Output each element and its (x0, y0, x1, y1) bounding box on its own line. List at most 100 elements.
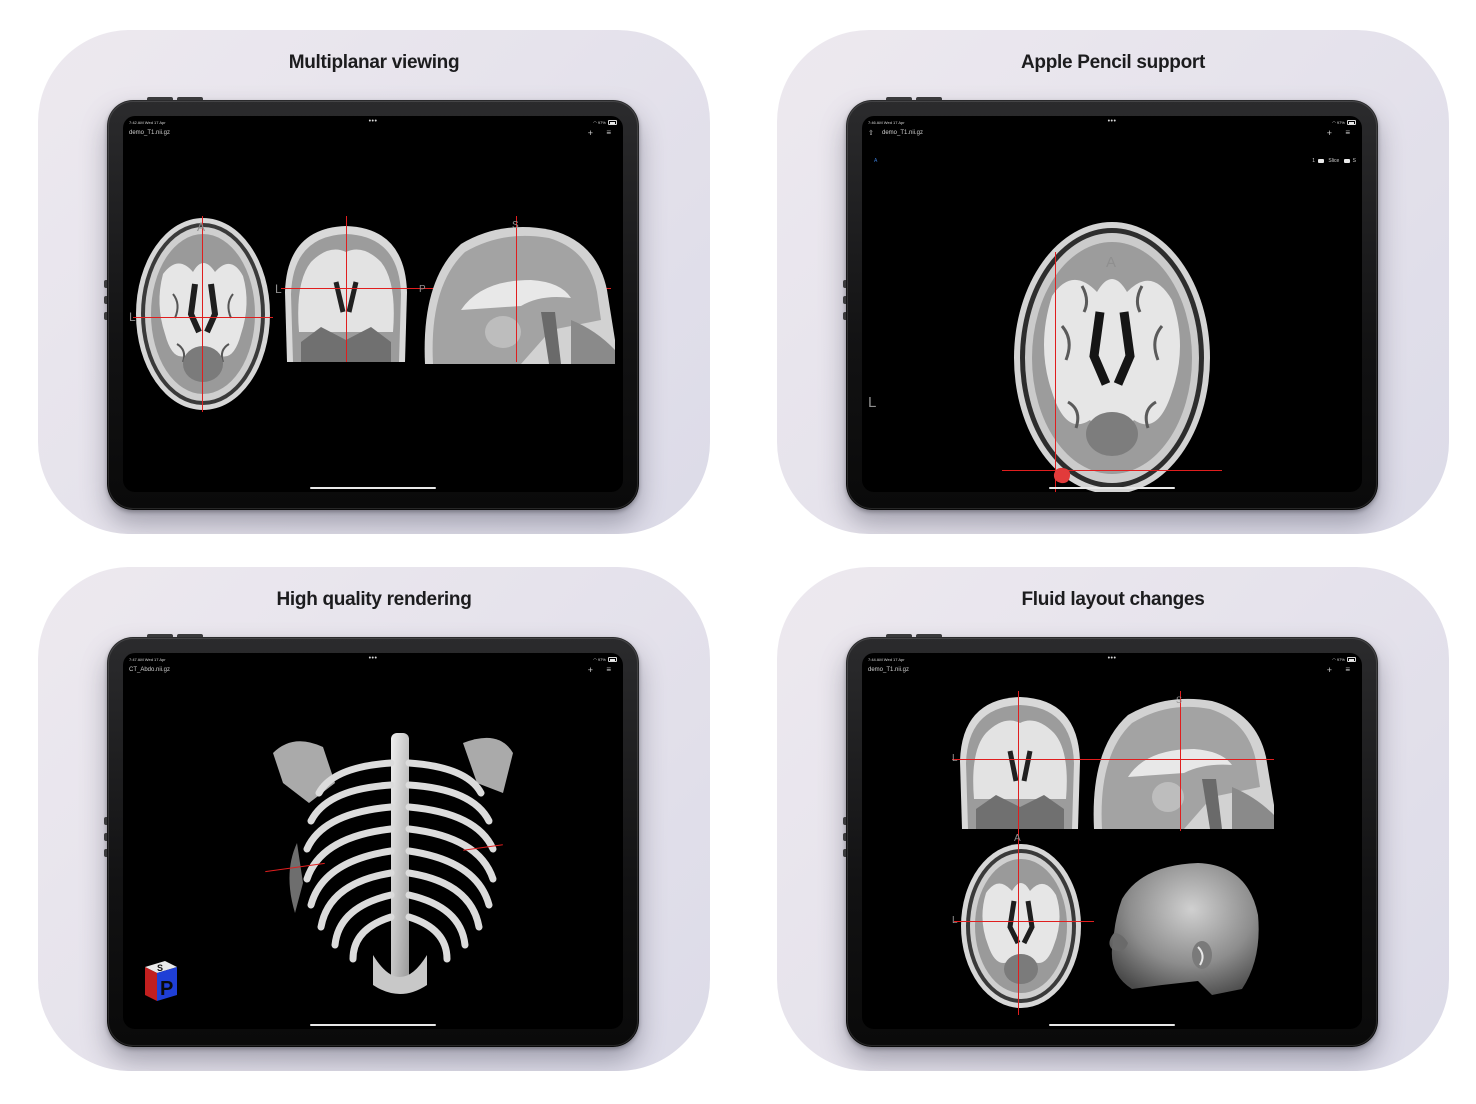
menu-icon[interactable]: ≡ (606, 665, 611, 674)
file-name: demo_T1.nii.gz (882, 130, 924, 136)
orientation-cube-icon[interactable]: S P (135, 959, 181, 1005)
menu-icon[interactable]: ≡ (1345, 665, 1350, 674)
card-apple-pencil-support: Apple Pencil support 7:46 AM Wed 17 Apr … (777, 30, 1449, 534)
battery-icon (608, 120, 617, 126)
axial-view-large[interactable] (1012, 216, 1212, 492)
coronal-label-l: L (952, 753, 958, 764)
viewer-navbar: demo_T1.nii.gz + ≡ (129, 128, 613, 140)
crosshair-vertical (1055, 252, 1056, 492)
axial-crosshair-h (133, 317, 273, 318)
axial-label-a: A (197, 220, 206, 234)
axial-label-a: A (1014, 833, 1021, 844)
status-right: ◠ 97% (1332, 120, 1356, 126)
coronal-crosshair-v (346, 216, 347, 362)
status-time: 7:42 AM Wed 17 Apr (129, 120, 166, 125)
ipad-device: 7:46 AM Wed 17 Apr ••• ◠ 97% ⇧ demo_T1.n… (843, 97, 1378, 510)
ipad-screen: 7:42 AM Wed 17 Apr ••• ◠ 97% demo_T1.nii… (123, 116, 623, 492)
sagittal-label-s: S (512, 220, 519, 231)
status-bar: 7:42 AM Wed 17 Apr ••• ◠ 97% (129, 118, 617, 126)
menu-icon[interactable]: ≡ (606, 128, 611, 137)
cube-label-s: S (157, 963, 163, 973)
ipad-device: 7:47 AM Wed 17 Apr ••• ◠ 97% CT_Abdo.nii… (104, 634, 639, 1047)
s-toggle[interactable] (1343, 158, 1350, 163)
status-right: ◠ 97% (1332, 657, 1356, 663)
card-title: Apple Pencil support (1020, 52, 1206, 73)
card-title: High quality rendering (276, 589, 472, 610)
wifi-icon: ◠ (593, 120, 597, 125)
share-icon[interactable]: ⇧ (868, 130, 874, 137)
viewer-navbar: demo_T1.nii.gz + ≡ (868, 665, 1352, 677)
status-time: 7:47 AM Wed 17 Apr (129, 657, 166, 662)
volume-rendering-head[interactable] (1102, 859, 1262, 999)
crosshair-v-sagittal (1180, 691, 1181, 831)
status-right: ◠ 97% (593, 120, 617, 126)
add-button[interactable]: + (587, 128, 593, 138)
cube-label-p: P (160, 978, 173, 1000)
battery-icon (1347, 657, 1356, 663)
multitask-dots-icon[interactable]: ••• (1107, 655, 1117, 662)
home-indicator[interactable] (1049, 487, 1175, 489)
status-bar: 7:46 AM Wed 17 Apr ••• ◠ 97% (868, 118, 1356, 126)
card-multiplanar-viewing: Multiplanar viewing 7:42 AM Wed 17 Apr •… (38, 30, 710, 534)
file-name: demo_T1.nii.gz (129, 130, 171, 136)
status-right: ◠ 97% (593, 657, 617, 663)
coronal-view[interactable] (958, 695, 1082, 829)
sagittal-crosshair-v (516, 216, 517, 362)
sagittal-label-s: S (1176, 695, 1183, 705)
orient-label-a: A (1106, 254, 1117, 271)
axial-crosshair-v (202, 216, 203, 412)
axial-view[interactable] (958, 841, 1084, 1011)
ipad-screen: 7:46 AM Wed 17 Apr ••• ◠ 97% ⇧ demo_T1.n… (862, 116, 1362, 492)
view-mode-button[interactable]: A (874, 158, 878, 164)
pencil-annotation (1053, 467, 1071, 484)
slice-label: Slice (1328, 158, 1340, 164)
home-indicator[interactable] (1049, 1024, 1175, 1026)
slice-index: 1 (1312, 158, 1316, 164)
crosshair-h-top (952, 759, 1274, 760)
card-fluid-layout-changes: Fluid layout changes 7:44 AM Wed 17 Apr … (777, 567, 1449, 1071)
battery-percent: 97% (597, 657, 606, 662)
multitask-dots-icon[interactable]: ••• (368, 118, 378, 125)
status-time: 7:46 AM Wed 17 Apr (868, 120, 905, 125)
home-indicator[interactable] (310, 487, 436, 489)
sagittal-label-p: P (419, 284, 426, 295)
orient-label-l: L (868, 394, 877, 411)
wifi-icon: ◠ (1332, 657, 1336, 662)
card-title: Fluid layout changes (1021, 589, 1205, 610)
battery-icon (608, 657, 617, 663)
battery-percent: 97% (597, 120, 606, 125)
crosshair-horizontal (1002, 470, 1222, 471)
axial-label-l: L (952, 915, 958, 926)
battery-percent: 97% (1336, 120, 1345, 125)
card-title: Multiplanar viewing (288, 52, 460, 73)
ipad-screen: 7:44 AM Wed 17 Apr ••• ◠ 97% demo_T1.nii… (862, 653, 1362, 1029)
slice-toggle[interactable] (1318, 158, 1325, 163)
crosshair-v-coronal (1018, 691, 1019, 1015)
file-name: demo_T1.nii.gz (868, 667, 910, 673)
volume-rendering-ribcage[interactable] (263, 723, 533, 1003)
sagittal-view[interactable] (421, 220, 617, 366)
status-time: 7:44 AM Wed 17 Apr (868, 657, 905, 662)
status-bar: 7:47 AM Wed 17 Apr ••• ◠ 97% (129, 655, 617, 663)
home-indicator[interactable] (310, 1024, 436, 1026)
axial-view[interactable] (133, 214, 273, 414)
card-high-quality-rendering: High quality rendering 7:47 AM Wed 17 Ap… (38, 567, 710, 1071)
status-bar: 7:44 AM Wed 17 Apr ••• ◠ 97% (868, 655, 1356, 663)
slice-toolbar: 1 Slice S (1312, 158, 1356, 164)
axial-label-l: L (129, 310, 136, 324)
ipad-device: 7:44 AM Wed 17 Apr ••• ◠ 97% demo_T1.nii… (843, 634, 1378, 1047)
ipad-device: 7:42 AM Wed 17 Apr ••• ◠ 97% demo_T1.nii… (104, 97, 639, 510)
s-label: S (1352, 158, 1356, 164)
coronal-label-l: L (275, 282, 282, 296)
add-button[interactable]: + (587, 665, 593, 675)
battery-icon (1347, 120, 1356, 126)
sagittal-view[interactable] (1090, 693, 1274, 829)
add-button[interactable]: + (1326, 665, 1332, 675)
menu-icon[interactable]: ≡ (1345, 128, 1350, 137)
add-button[interactable]: + (1326, 128, 1332, 138)
multitask-dots-icon[interactable]: ••• (1107, 118, 1117, 125)
multitask-dots-icon[interactable]: ••• (368, 655, 378, 662)
crosshair-h-axial (954, 921, 1094, 922)
viewer-navbar: ⇧ demo_T1.nii.gz + ≡ (868, 128, 1352, 140)
